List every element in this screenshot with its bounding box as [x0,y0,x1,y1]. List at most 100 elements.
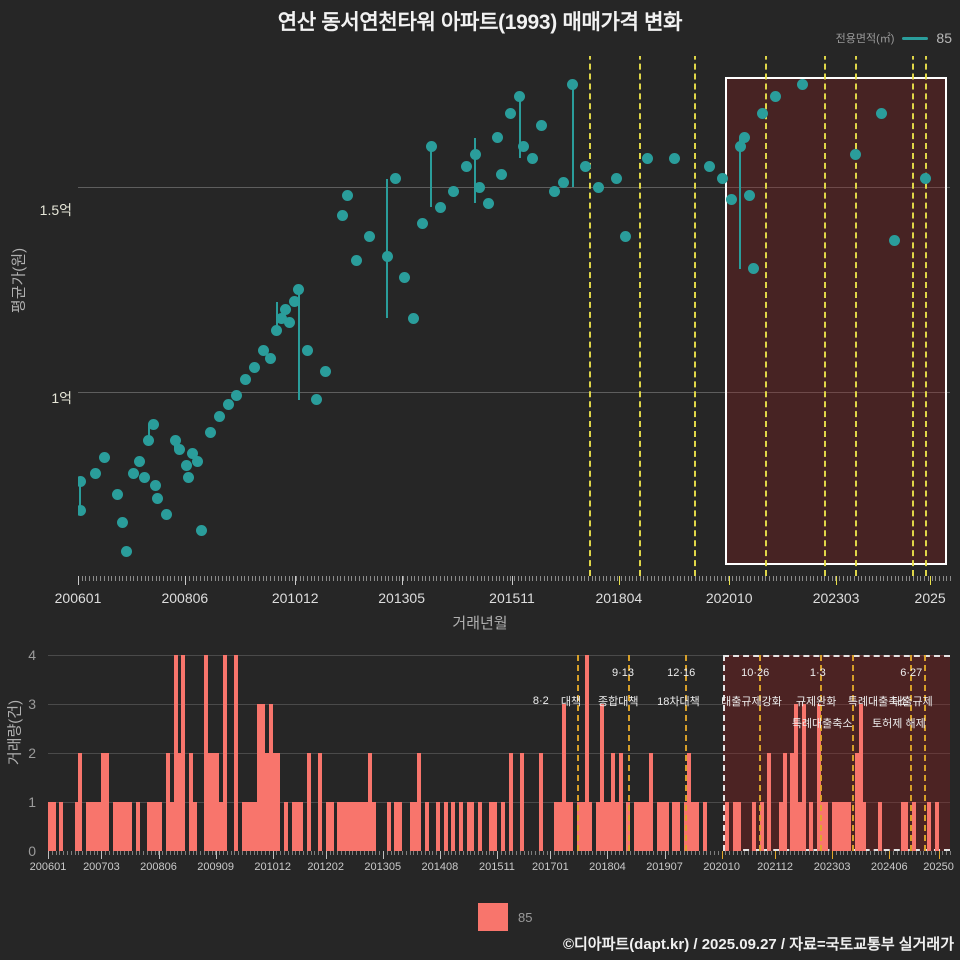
bar[interactable] [580,802,585,851]
bar[interactable] [797,802,802,851]
scatter-point[interactable] [536,120,548,132]
bar[interactable] [337,802,342,851]
scatter-point[interactable] [147,419,159,430]
bar[interactable] [561,704,566,851]
scatter-point[interactable] [558,177,570,189]
bar[interactable] [843,802,848,851]
scatter-point[interactable] [138,472,150,484]
scatter-point[interactable] [127,468,139,480]
bar[interactable] [927,802,932,851]
bar[interactable] [443,802,448,851]
bar[interactable] [283,802,288,851]
bar[interactable] [691,802,696,851]
bar[interactable] [778,802,783,851]
bar[interactable] [192,802,197,851]
bar[interactable] [417,753,422,851]
scatter-point[interactable] [619,230,631,242]
bar[interactable] [124,802,129,851]
scatter-point[interactable] [169,435,181,447]
scatter-point[interactable] [231,390,243,402]
bar[interactable] [839,802,844,851]
bar[interactable] [86,802,91,851]
bar[interactable] [687,753,692,851]
scatter-point[interactable] [275,312,287,324]
scatter-point[interactable] [796,79,808,91]
scatter-point[interactable] [240,373,252,385]
bar[interactable] [424,802,429,851]
scatter-point[interactable] [593,181,605,193]
bar[interactable] [74,802,79,851]
scatter-point[interactable] [381,251,393,263]
bar[interactable] [398,802,403,851]
bar[interactable] [470,802,475,851]
bar[interactable] [325,802,330,851]
scatter-point[interactable] [151,492,163,504]
bar[interactable] [733,802,738,851]
bar[interactable] [809,802,814,851]
bar[interactable] [59,802,64,851]
bar[interactable] [272,753,277,851]
bar[interactable] [223,655,228,851]
scatter-point[interactable] [319,365,331,377]
bar[interactable] [725,802,730,851]
scatter-point[interactable] [78,476,86,488]
scatter-point[interactable] [257,345,269,357]
bar[interactable] [356,802,361,851]
bar[interactable] [862,802,867,851]
scatter-point[interactable] [310,394,322,406]
bar[interactable] [835,802,840,851]
bar[interactable] [158,802,163,851]
bar[interactable] [508,753,513,851]
scatter-point[interactable] [350,255,362,267]
scatter-point[interactable] [668,152,680,164]
bar[interactable] [344,802,349,851]
scatter-point[interactable] [567,79,578,91]
bar[interactable] [120,802,125,851]
scatter-point[interactable] [174,443,186,455]
bar[interactable] [93,802,98,851]
bar[interactable] [660,802,665,851]
bar[interactable] [824,802,829,851]
scatter-point[interactable] [160,509,172,521]
scatter-point[interactable] [90,468,102,480]
bar[interactable] [367,753,372,851]
bar[interactable] [904,802,909,851]
bar[interactable] [261,704,266,851]
bar[interactable] [181,655,186,851]
scatter-point[interactable] [293,283,305,295]
bar[interactable] [557,802,562,851]
bar[interactable] [634,802,639,851]
bar[interactable] [207,753,212,851]
bar[interactable] [599,704,604,851]
bar[interactable] [165,753,170,851]
bar[interactable] [257,704,262,851]
scatter-point[interactable] [725,193,737,205]
scatter-plot-area[interactable] [78,56,950,576]
bar[interactable] [154,802,159,851]
scatter-point[interactable] [743,189,755,201]
bar[interactable] [519,753,524,851]
scatter-point[interactable] [143,435,155,447]
scatter-point[interactable] [264,353,276,365]
bar[interactable] [493,802,498,851]
scatter-point[interactable] [474,181,486,193]
bar[interactable] [500,802,505,851]
scatter-point[interactable] [249,361,261,373]
bar[interactable] [538,753,543,851]
bar[interactable] [900,802,905,851]
bar[interactable] [48,802,52,851]
bar[interactable] [569,802,574,851]
bar-chart-area[interactable]: 8·2 9·13 12·16 10·26 1·3 6·27 대책 종합대책 18차대책 대출규제강… [48,655,950,851]
bar[interactable] [360,802,365,851]
scatter-point[interactable] [491,132,503,144]
scatter-point[interactable] [469,148,481,160]
bar[interactable] [782,753,787,851]
bar[interactable] [127,802,132,851]
bar[interactable] [306,753,311,851]
bar[interactable] [584,655,589,851]
scatter-point[interactable] [514,91,526,103]
bar[interactable] [253,802,258,851]
bar[interactable] [409,802,414,851]
bar[interactable] [877,802,882,851]
scatter-point[interactable] [196,525,208,537]
